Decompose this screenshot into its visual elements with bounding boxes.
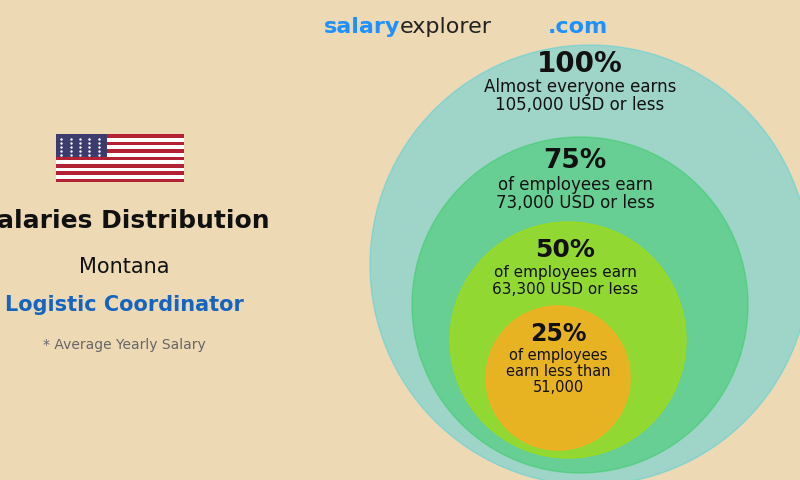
Text: 25%: 25% — [530, 322, 586, 346]
Text: 100%: 100% — [537, 50, 623, 78]
Bar — [56, 171, 184, 175]
Bar — [56, 164, 184, 168]
Bar — [56, 149, 184, 153]
Bar — [56, 160, 184, 164]
Bar — [56, 138, 184, 142]
Bar — [56, 134, 107, 156]
Bar — [56, 168, 184, 171]
Text: .com: .com — [548, 17, 608, 37]
Text: 75%: 75% — [543, 148, 606, 174]
Text: explorer: explorer — [400, 17, 492, 37]
Circle shape — [486, 306, 630, 450]
Bar — [56, 145, 184, 149]
Text: Logistic Coordinator: Logistic Coordinator — [5, 295, 243, 315]
Bar — [56, 142, 184, 145]
Text: 105,000 USD or less: 105,000 USD or less — [495, 96, 665, 114]
Bar — [56, 175, 184, 179]
Text: of employees earn: of employees earn — [498, 176, 653, 194]
Bar — [56, 156, 184, 160]
Circle shape — [412, 137, 748, 473]
Text: 50%: 50% — [535, 238, 595, 262]
Text: of employees: of employees — [509, 348, 607, 363]
Text: * Average Yearly Salary: * Average Yearly Salary — [42, 338, 206, 352]
Text: Montana: Montana — [78, 257, 170, 277]
Text: salary: salary — [324, 17, 400, 37]
Text: Almost everyone earns: Almost everyone earns — [484, 78, 676, 96]
Bar — [56, 153, 184, 156]
Text: 51,000: 51,000 — [532, 380, 584, 395]
Text: 73,000 USD or less: 73,000 USD or less — [496, 194, 654, 212]
Text: 63,300 USD or less: 63,300 USD or less — [492, 282, 638, 297]
Text: earn less than: earn less than — [506, 364, 610, 379]
Text: of employees earn: of employees earn — [494, 265, 637, 280]
Text: Salaries Distribution: Salaries Distribution — [0, 209, 270, 233]
Circle shape — [450, 222, 686, 458]
Bar — [56, 134, 184, 138]
Bar — [56, 179, 184, 182]
Circle shape — [370, 45, 800, 480]
